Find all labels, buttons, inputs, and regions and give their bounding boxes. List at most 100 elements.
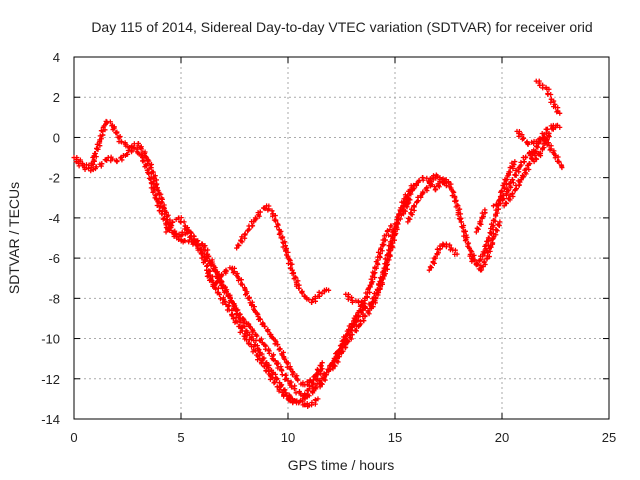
data-point	[244, 290, 250, 296]
data-point	[430, 259, 436, 265]
data-point	[506, 169, 512, 175]
data-point	[303, 295, 309, 301]
data-point	[258, 359, 264, 365]
data-point	[506, 195, 512, 201]
data-point	[278, 235, 284, 241]
data-point	[513, 168, 519, 174]
series-arc-13	[467, 159, 518, 267]
data-point	[469, 258, 475, 264]
data-point	[374, 286, 380, 292]
data-point	[207, 277, 213, 283]
data-point	[485, 243, 491, 249]
data-point	[315, 367, 321, 373]
data-point	[542, 140, 548, 146]
data-point	[349, 321, 355, 327]
data-point	[523, 154, 529, 160]
data-point	[372, 270, 378, 276]
data-point	[137, 145, 143, 151]
data-point	[554, 109, 560, 115]
data-point	[204, 273, 210, 279]
data-point	[124, 152, 130, 158]
data-point	[490, 241, 496, 247]
data-point	[479, 214, 485, 220]
data-point	[411, 203, 417, 209]
data-point	[271, 380, 277, 386]
data-point	[463, 236, 469, 242]
data-point	[424, 185, 430, 191]
data-point	[321, 375, 327, 381]
data-point	[508, 184, 514, 190]
data-point	[443, 183, 449, 189]
data-point	[434, 173, 440, 179]
data-point	[221, 283, 227, 289]
data-point	[312, 397, 318, 403]
data-point	[280, 349, 286, 355]
data-point	[314, 366, 320, 372]
data-point	[249, 329, 255, 335]
data-point	[241, 317, 247, 323]
data-point	[368, 276, 374, 282]
series-arc-11	[426, 241, 460, 273]
data-point	[389, 244, 395, 250]
data-point	[88, 168, 94, 174]
y-tick-label: 2	[53, 90, 60, 105]
data-point	[526, 166, 532, 172]
data-point	[218, 280, 224, 286]
data-point	[157, 208, 163, 214]
data-point	[159, 196, 165, 202]
data-point	[213, 286, 219, 292]
data-point	[479, 267, 485, 273]
y-tick-label: -12	[41, 372, 60, 387]
data-point	[245, 321, 251, 327]
series-arc-9	[401, 175, 503, 273]
data-point	[93, 164, 99, 170]
data-point	[284, 360, 290, 366]
data-point	[555, 154, 561, 160]
data-point	[504, 186, 510, 192]
data-point	[509, 177, 515, 183]
data-point	[82, 166, 88, 172]
plot-border	[73, 56, 610, 420]
data-point	[449, 193, 455, 199]
data-point	[267, 376, 273, 382]
data-point	[263, 368, 269, 374]
data-point	[152, 173, 158, 179]
data-point	[353, 313, 359, 319]
data-point	[239, 282, 245, 288]
data-point	[509, 191, 515, 197]
data-point	[226, 293, 232, 299]
data-point	[312, 385, 318, 391]
data-point	[485, 235, 491, 241]
data-point	[334, 357, 340, 363]
data-point	[458, 219, 464, 225]
data-point	[523, 171, 529, 177]
data-point	[517, 163, 523, 169]
data-point	[359, 303, 365, 309]
data-point	[352, 318, 358, 324]
data-point	[208, 262, 214, 268]
data-point	[170, 219, 176, 225]
data-point	[207, 272, 213, 278]
data-point	[367, 289, 373, 295]
data-point	[512, 172, 518, 178]
data-point	[382, 237, 388, 243]
chart-title: Day 115 of 2014, Sidereal Day-to-day VTE…	[91, 19, 592, 35]
data-point	[153, 182, 159, 188]
data-point	[142, 164, 148, 170]
data-point	[266, 371, 272, 377]
data-point	[256, 213, 262, 219]
series-arc-5	[234, 203, 332, 306]
data-point	[163, 229, 169, 235]
data-point	[250, 306, 256, 312]
data-point	[507, 165, 513, 171]
data-point	[437, 177, 443, 183]
data-point	[336, 354, 342, 360]
data-point	[377, 253, 383, 259]
data-point	[223, 288, 229, 294]
data-point	[131, 145, 137, 151]
data-point	[457, 216, 463, 222]
data-point	[317, 384, 323, 390]
data-point	[453, 204, 459, 210]
data-point	[339, 349, 345, 355]
data-point	[266, 206, 272, 212]
